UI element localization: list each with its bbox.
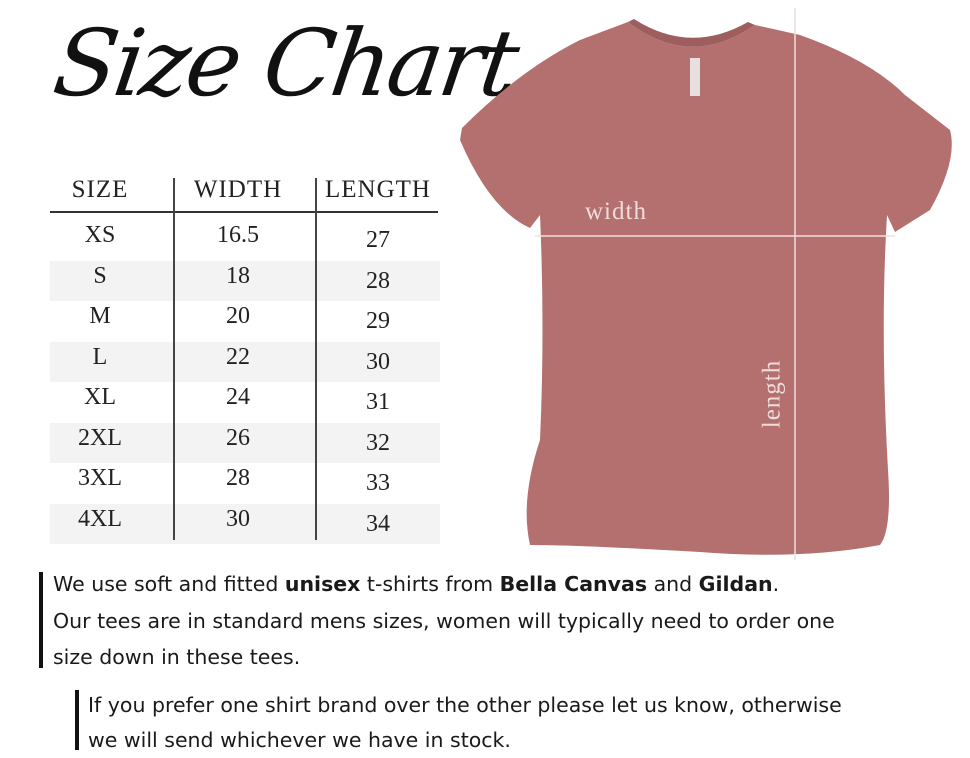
- cell-length: 30: [366, 348, 390, 375]
- tshirt-body: [460, 22, 952, 555]
- note-line-5: we will send whichever we have in stock.: [88, 728, 511, 752]
- cell-width: 18: [226, 262, 250, 289]
- cell-length: 27: [366, 227, 390, 253]
- cell-length: 33: [366, 470, 390, 496]
- header-length: LENGTH: [325, 176, 431, 203]
- cell-length: 31: [366, 389, 390, 415]
- cell-width: 22: [226, 343, 250, 370]
- cell-width: 20: [226, 303, 250, 329]
- cell-width: 28: [226, 465, 250, 491]
- header-size: SIZE: [71, 176, 129, 203]
- header-width: WIDTH: [193, 176, 283, 203]
- row-band: [50, 422, 440, 463]
- note-bold-brand: Gildan: [698, 572, 773, 596]
- note-line-3: size down in these tees.: [53, 645, 301, 669]
- cell-length: 29: [366, 308, 390, 334]
- note-bold-unisex: unisex: [284, 572, 361, 596]
- quote-bar: [75, 690, 79, 750]
- note-bold-brand: Bella Canvas: [499, 572, 648, 596]
- row-band: [50, 341, 440, 382]
- cell-size: XL: [84, 384, 116, 410]
- row-band: [50, 260, 440, 301]
- note-text: We use soft and fitted: [53, 572, 285, 596]
- column-divider: [173, 178, 175, 540]
- cell-size: M: [89, 303, 111, 329]
- header-divider: [50, 211, 438, 213]
- note-text: t-shirts from: [360, 572, 500, 596]
- note-line-4: If you prefer one shirt brand over the o…: [88, 693, 842, 717]
- cell-width: 26: [226, 424, 250, 451]
- cell-size: 4XL: [78, 505, 122, 532]
- row-band: [50, 503, 440, 544]
- note-line-1: We use soft and fitted unisex t-shirts f…: [53, 566, 779, 602]
- cell-size: 2XL: [78, 424, 122, 451]
- cell-width: 24: [226, 384, 250, 410]
- quote-bar: [39, 572, 43, 668]
- cell-size: L: [92, 343, 108, 370]
- note-text: and: [647, 572, 699, 596]
- cell-length: 28: [366, 267, 390, 294]
- column-divider: [315, 178, 317, 540]
- cell-size: 3XL: [78, 465, 122, 491]
- cell-size: XS: [84, 222, 116, 248]
- cell-length: 32: [366, 429, 390, 456]
- cell-width: 30: [226, 505, 250, 532]
- tshirt-image: [460, 8, 952, 560]
- cell-width: 16.5: [217, 222, 259, 248]
- cell-size: S: [93, 262, 107, 289]
- note-text: .: [772, 572, 780, 596]
- length-label: length: [758, 359, 786, 429]
- cell-length: 34: [366, 510, 390, 537]
- note-line-2: Our tees are in standard mens sizes, wom…: [53, 609, 835, 633]
- width-label: width: [585, 198, 647, 225]
